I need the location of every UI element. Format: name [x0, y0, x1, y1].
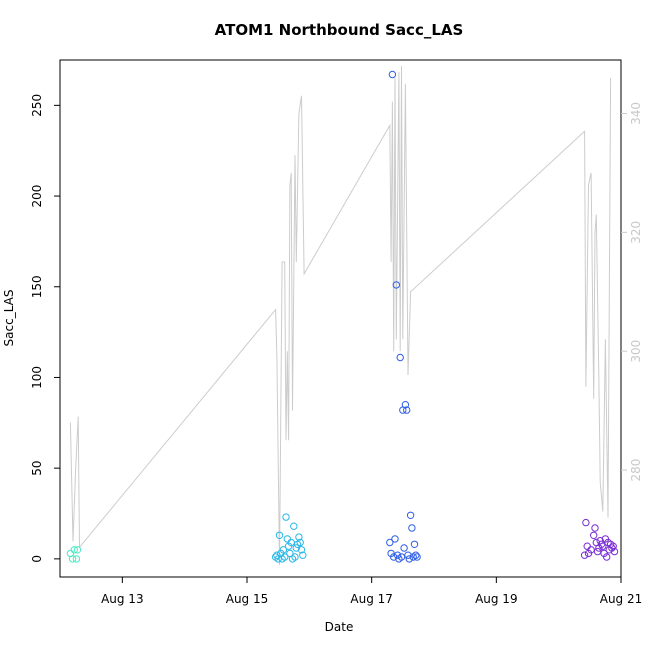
data-point: [297, 546, 306, 554]
y2-axis: 280 300 320 340: [621, 102, 643, 481]
data-point: [279, 546, 288, 554]
x-axis-label: Date: [325, 620, 354, 634]
x-tick-label: Aug 13: [101, 592, 144, 606]
data-point: [396, 353, 404, 362]
data-point: [275, 531, 284, 539]
data-point: [580, 551, 589, 559]
secondary-line: [69, 65, 612, 566]
data-point: [283, 535, 291, 543]
data-point: [296, 538, 304, 547]
data-point: [597, 540, 606, 548]
data-point: [610, 547, 619, 556]
x-axis: Aug 13 Aug 15 Aug 17 Aug 19 Aug 21: [101, 577, 642, 606]
data-point: [292, 544, 300, 552]
data-point: [583, 542, 591, 550]
y2-tick-label: 300: [629, 340, 643, 363]
data-point: [590, 531, 598, 539]
data-point: [392, 281, 400, 289]
points-layer: [66, 70, 619, 563]
data-point: [609, 542, 617, 550]
x-tick-label: Aug 17: [350, 592, 393, 606]
data-point: [388, 70, 397, 79]
data-point: [273, 551, 281, 559]
plot-frame: [59, 59, 622, 578]
y2-tick-label: 340: [629, 102, 643, 125]
data-point: [391, 535, 399, 543]
y-tick-label: 100: [30, 366, 44, 389]
y-tick-label: 200: [30, 185, 44, 208]
data-point: [291, 553, 299, 561]
y-axis: 0 50 100 150 200 250: [30, 94, 60, 563]
y-tick-label: 50: [30, 461, 44, 476]
y2-tick-label: 320: [629, 221, 643, 244]
data-point: [582, 518, 590, 527]
data-point: [408, 524, 416, 532]
chart-title: ATOM1 Northbound Sacc_LAS: [215, 21, 464, 39]
data-point: [393, 551, 402, 559]
data-point: [70, 546, 79, 554]
y-tick-label: 150: [30, 275, 44, 298]
data-point: [603, 553, 611, 561]
data-point: [390, 553, 398, 561]
series-4: [580, 518, 619, 561]
data-point: [593, 547, 602, 556]
series-1: [66, 546, 82, 563]
data-point: [400, 544, 408, 552]
data-point: [290, 522, 298, 530]
data-point: [412, 551, 420, 559]
data-point: [386, 538, 394, 547]
data-point: [413, 553, 421, 561]
y-tick-label: 0: [30, 555, 44, 563]
data-point: [404, 551, 412, 559]
data-point: [587, 546, 595, 554]
data-point: [282, 513, 290, 521]
data-point: [299, 551, 307, 559]
data-point: [281, 553, 289, 561]
series-2: [271, 513, 307, 563]
data-point: [68, 555, 77, 563]
x-tick-label: Aug 21: [600, 592, 643, 606]
secondary-line-layer: [69, 65, 612, 566]
y-tick-label: 250: [30, 94, 44, 117]
data-point: [591, 524, 599, 532]
data-point: [295, 533, 303, 541]
x-tick-label: Aug 19: [475, 592, 518, 606]
data-point: [406, 511, 415, 519]
y2-tick-label: 280: [629, 459, 643, 482]
data-point: [403, 406, 411, 414]
data-point: [595, 544, 603, 552]
data-point: [284, 542, 293, 550]
series-3: [386, 70, 421, 563]
data-point: [397, 553, 406, 561]
data-point: [599, 542, 607, 550]
data-point: [410, 540, 419, 548]
x-tick-label: Aug 15: [226, 592, 269, 606]
y-axis-label: Sacc_LAS: [2, 290, 16, 347]
data-point: [73, 546, 82, 554]
data-point: [401, 401, 410, 409]
data-point: [72, 555, 81, 563]
data-point: [405, 555, 413, 563]
